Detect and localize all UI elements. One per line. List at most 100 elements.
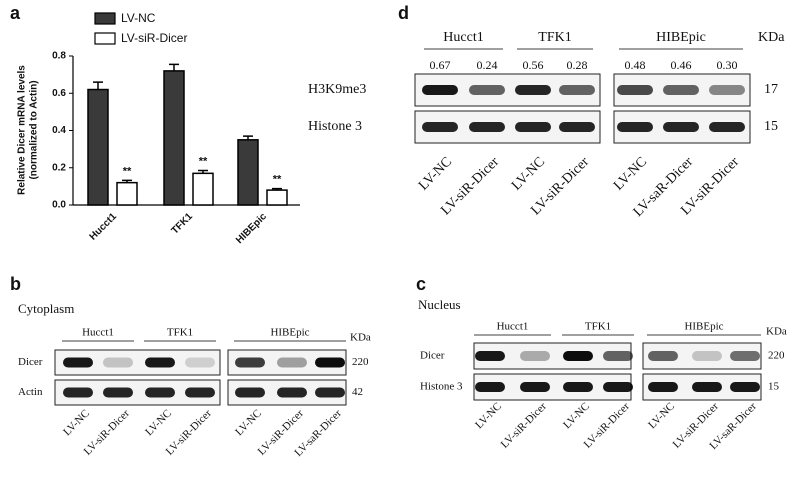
lane-label: LV-siR-Dicer [499,400,549,450]
band [730,351,760,361]
bar [87,88,109,206]
kda-header: KDa [350,332,371,344]
lane-label: LV-NC [61,407,92,438]
band [515,85,551,95]
band [648,351,678,361]
kda-value: 42 [352,386,363,398]
legend-label: LV-NC [121,11,156,25]
band [515,122,551,132]
band [145,387,175,398]
panel-label: d [398,3,409,23]
band [617,85,653,95]
y-tick-label: 0.2 [52,162,66,173]
lane-label: LV-NC [416,154,455,193]
bar [163,70,185,206]
lane-label: LV-NC [646,400,677,431]
kda-value: 17 [764,82,778,97]
band [520,351,550,361]
error-bar [272,187,282,191]
panel-title: Cytoplasm [18,301,74,316]
band [648,382,678,392]
quantification: 0.67 [430,58,451,72]
band [559,122,595,132]
quantification: 0.56 [523,58,544,72]
row-label: Histone 3 [308,119,362,134]
band [692,351,722,361]
y-tick-label: 0.4 [52,125,66,136]
kda-header: KDa [766,326,787,338]
band [663,85,699,95]
band [315,387,345,398]
group-label: HIBEpic [656,30,706,45]
bar [237,139,259,206]
quantification: 0.28 [567,58,588,72]
band [709,122,745,132]
band [559,85,595,95]
band [469,85,505,95]
band [663,122,699,132]
kda-value: 15 [764,119,778,134]
lane-label: LV-NC [509,154,548,193]
significance: ** [123,165,132,177]
error-bar [122,179,132,183]
significance: ** [273,174,282,186]
row-label: Histone 3 [420,381,463,393]
x-tick-label: HIBEpic [234,211,269,246]
lane-label: LV-NC [233,407,264,438]
band [730,382,760,392]
band [235,387,265,398]
band [617,122,653,132]
band [422,122,458,132]
kda-value: 15 [768,381,780,393]
band [103,387,133,398]
y-tick-label: 0.8 [52,51,66,62]
legend-label: LV-siR-Dicer [121,31,187,45]
band [103,357,133,368]
row-label: Dicer [18,356,43,368]
band [63,387,93,398]
band [277,357,307,368]
kda-header: KDa [758,30,785,45]
panel-label: a [10,3,21,23]
band [422,85,458,95]
bar [266,189,288,206]
band [185,357,215,368]
quantification: 0.24 [477,58,498,72]
lane-label: LV-NC [611,154,650,193]
blot-frame [54,349,221,376]
band [315,357,345,368]
quantification: 0.48 [625,58,646,72]
group-label: TFK1 [538,30,571,45]
quantification: 0.30 [717,58,738,72]
band [520,382,550,392]
kda-value: 220 [768,350,785,362]
group-label: Hucct1 [82,327,114,339]
y-tick-label: 0.0 [52,200,66,211]
band [145,357,175,368]
lane-label: LV-NC [473,400,504,431]
band [277,387,307,398]
band [603,382,633,392]
band [63,357,93,368]
band [709,85,745,95]
lane-label: LV-NC [561,400,592,431]
band [235,357,265,368]
error-bar [169,63,179,71]
y-tick-label: 0.6 [52,88,66,99]
y-axis-label: Relative Dicer mRNA levels [17,65,28,195]
row-label: H3K9me3 [308,82,366,97]
panel-label: b [10,274,21,294]
kda-value: 220 [352,356,369,368]
error-bar [198,169,208,174]
band [563,351,593,361]
bar [116,181,138,206]
x-tick-label: Hucct1 [88,211,120,243]
panel-title: Nucleus [418,297,461,312]
group-label: Hucct1 [497,321,529,333]
bar [192,172,214,206]
band [475,382,505,392]
band [475,351,505,361]
group-label: TFK1 [167,327,193,339]
group-label: HIBEpic [684,321,723,333]
panel-label: c [416,274,426,294]
